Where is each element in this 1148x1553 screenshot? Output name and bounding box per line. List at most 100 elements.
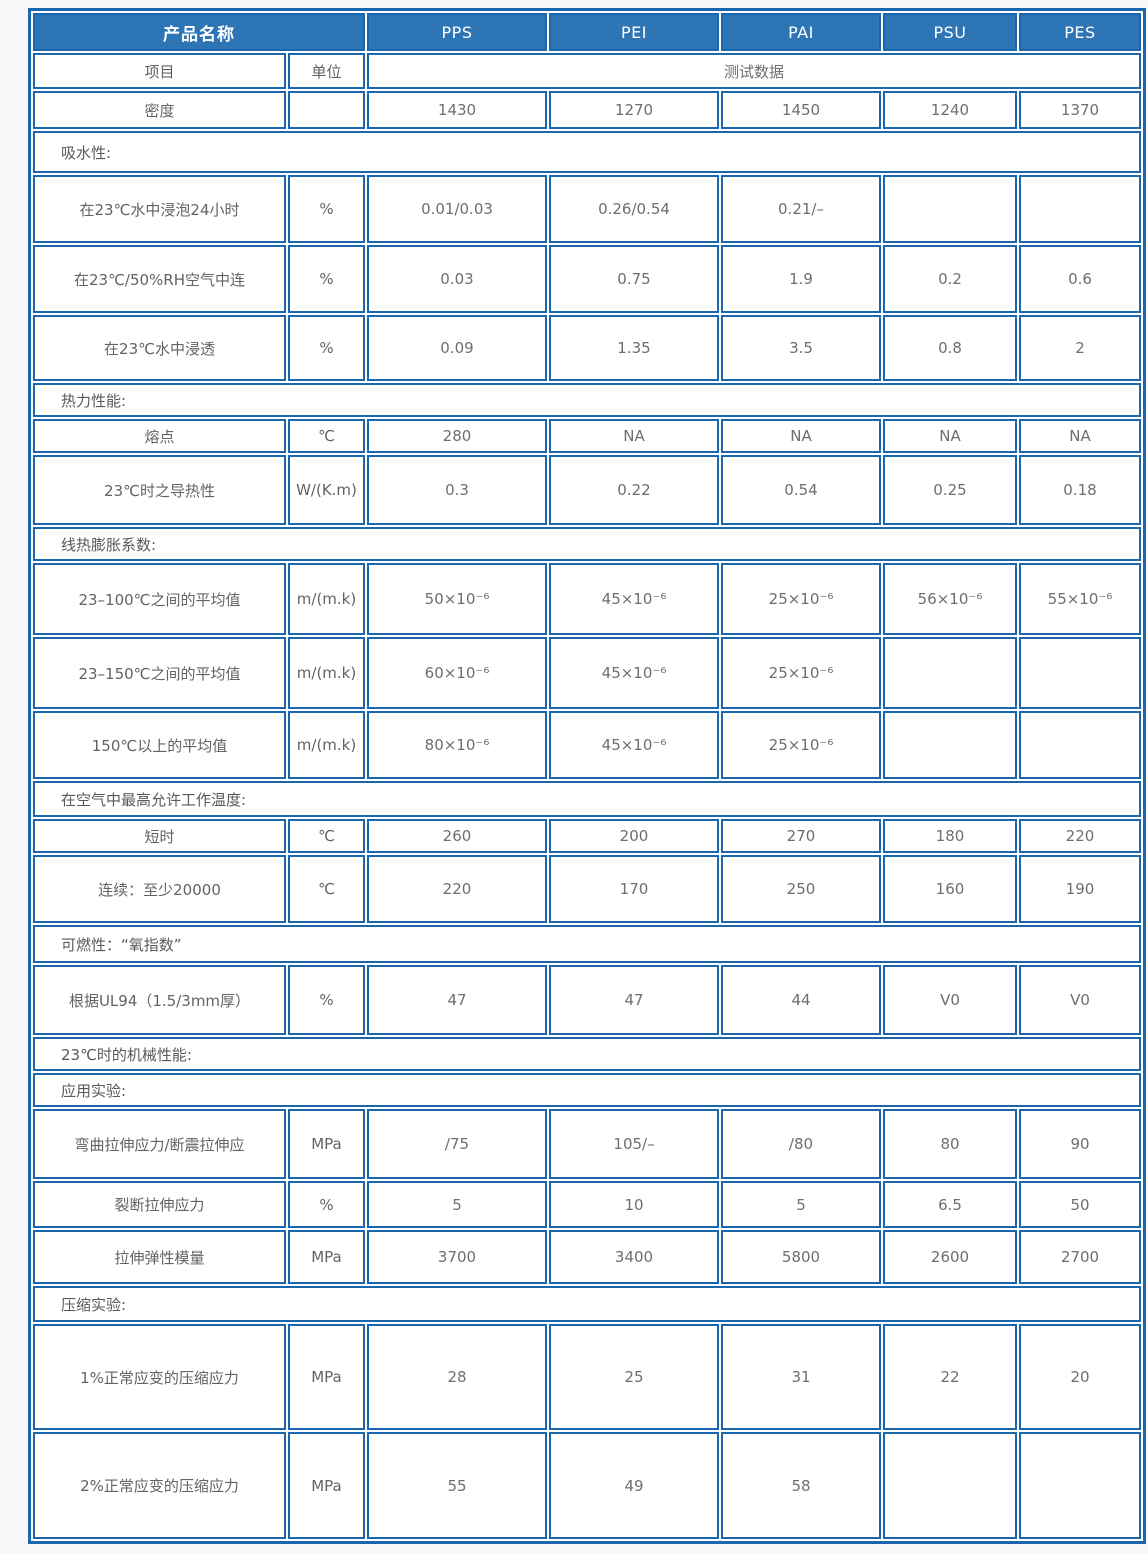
table-row: 项目 单位 测试数据 (33, 53, 1141, 89)
row-label-cell: 密度 (33, 91, 286, 129)
section-row: 应用实验: (33, 1073, 1141, 1107)
row-label-cell: 在23℃水中浸泡24小时 (33, 175, 286, 243)
value-cell: 50 (1019, 1181, 1141, 1228)
section-label-cell: 线热膨胀系数: (33, 527, 1141, 561)
table-row: 弯曲拉伸应力/断震拉伸应 MPa/75 105/–/80 80 90 (33, 1109, 1141, 1179)
value-cell (1019, 175, 1141, 243)
row-label-cell: 弯曲拉伸应力/断震拉伸应 (33, 1109, 286, 1179)
value-cell: 45×10⁻⁶ (549, 563, 719, 635)
value-cell: 90 (1019, 1109, 1141, 1179)
section-row: 可燃性：“氧指数” (33, 925, 1141, 963)
value-cell: 160 (883, 855, 1017, 923)
item-header-cell: 项目 (33, 53, 286, 89)
row-label-cell: 23–100℃之间的平均值 (33, 563, 286, 635)
table-row: 根据UL94（1.5/3mm厚）% 47 47 44 V0 V0 (33, 965, 1141, 1035)
unit-cell: ℃ (288, 819, 365, 853)
table-row: 熔点 ℃ 280 NA NA NA NA (33, 419, 1141, 453)
table-row: 密度 1430 1270 1450 1240 1370 (33, 91, 1141, 129)
value-cell: NA (721, 419, 881, 453)
product-comparison-table: 产品名称 PPS PEI PAI PSU PES 项目 单位 测试数据 密度 1430 1270 145… (28, 8, 1146, 1544)
unit-cell: MPa (288, 1230, 365, 1284)
section-row: 线热膨胀系数: (33, 527, 1141, 561)
table-row: 在23℃水中浸泡24小时% 0.01/0.03 0.26/0.54 0.21/– (33, 175, 1141, 243)
value-cell: 3.5 (721, 315, 881, 381)
value-cell: 5 (721, 1181, 881, 1228)
unit-cell: % (288, 245, 365, 313)
section-row: 23℃时的机械性能: (33, 1037, 1141, 1071)
row-label-cell: 拉伸弹性模量 (33, 1230, 286, 1284)
row-label-cell: 1%正常应变的压缩应力 (33, 1324, 286, 1430)
value-cell: 1370 (1019, 91, 1141, 129)
value-cell: 0.01/0.03 (367, 175, 547, 243)
value-cell: 0.3 (367, 455, 547, 525)
value-cell: 0.09 (367, 315, 547, 381)
section-label-cell: 热力性能: (33, 383, 1141, 417)
value-cell: V0 (1019, 965, 1141, 1035)
unit-cell: % (288, 315, 365, 381)
value-cell: NA (883, 419, 1017, 453)
value-cell: 31 (721, 1324, 881, 1430)
row-label-cell: 23℃时之导热性 (33, 455, 286, 525)
value-cell: 28 (367, 1324, 547, 1430)
value-cell: 25×10⁻⁶ (721, 711, 881, 779)
value-cell: 47 (549, 965, 719, 1035)
row-label-cell: 在23℃/50%RH空气中连 (33, 245, 286, 313)
unit-cell: % (288, 175, 365, 243)
value-cell: NA (1019, 419, 1141, 453)
value-cell: 2700 (1019, 1230, 1141, 1284)
unit-cell: % (288, 1181, 365, 1228)
row-label-cell: 在23℃水中浸透 (33, 315, 286, 381)
unit-cell: m/(m.k) (288, 711, 365, 779)
value-cell: /75 (367, 1109, 547, 1179)
value-cell: 10 (549, 1181, 719, 1228)
value-cell (883, 1432, 1017, 1539)
value-cell: 0.21/– (721, 175, 881, 243)
unit-cell: ℃ (288, 419, 365, 453)
test-data-header-cell: 测试数据 (367, 53, 1141, 89)
value-cell (1019, 711, 1141, 779)
unit-header-cell: 单位 (288, 53, 365, 89)
product-name-header-cell: 产品名称 (33, 13, 365, 51)
section-row: 热力性能: (33, 383, 1141, 417)
value-cell: 200 (549, 819, 719, 853)
value-cell: 1.35 (549, 315, 719, 381)
table-row: 2%正常应变的压缩应力 MPa 55 49 58 (33, 1432, 1141, 1539)
value-cell: 50×10⁻⁶ (367, 563, 547, 635)
value-cell: 49 (549, 1432, 719, 1539)
value-cell: 25×10⁻⁶ (721, 637, 881, 709)
value-cell: 80 (883, 1109, 1017, 1179)
unit-cell: % (288, 965, 365, 1035)
value-cell: 1240 (883, 91, 1017, 129)
unit-cell: ℃ (288, 855, 365, 923)
table-row: 在23℃水中浸透% 0.09 1.35 3.5 0.8 2 (33, 315, 1141, 381)
section-row: 在空气中最高允许工作温度: (33, 781, 1141, 817)
value-cell: 1.9 (721, 245, 881, 313)
section-label-cell: 应用实验: (33, 1073, 1141, 1107)
value-cell: 280 (367, 419, 547, 453)
value-cell: 1450 (721, 91, 881, 129)
table-row: 在23℃/50%RH空气中连% 0.03 0.75 1.9 0.2 0.6 (33, 245, 1141, 313)
value-cell: 1270 (549, 91, 719, 129)
value-cell: 0.2 (883, 245, 1017, 313)
value-cell (883, 175, 1017, 243)
row-label-cell: 23–150℃之间的平均值 (33, 637, 286, 709)
product-column-header: PSU (883, 13, 1017, 51)
table-row: 产品名称 PPS PEI PAI PSU PES (33, 13, 1141, 51)
value-cell: 5800 (721, 1230, 881, 1284)
value-cell: 22 (883, 1324, 1017, 1430)
table-row: 23–150℃之间的平均值 m/(m.k) 60×10⁻⁶ 45×10⁻⁶ 25×10⁻… (33, 637, 1141, 709)
row-label-cell: 熔点 (33, 419, 286, 453)
unit-cell: MPa (288, 1432, 365, 1539)
table-body: 产品名称 PPS PEI PAI PSU PES 项目 单位 测试数据 密度 1430 1270 145… (33, 13, 1141, 1539)
value-cell: 44 (721, 965, 881, 1035)
table-row: 1%正常应变的压缩应力 MPa 28 25 31 22 20 (33, 1324, 1141, 1430)
value-cell: 56×10⁻⁶ (883, 563, 1017, 635)
value-cell: 3700 (367, 1230, 547, 1284)
value-cell: 105/– (549, 1109, 719, 1179)
section-row: 吸水性: (33, 131, 1141, 173)
value-cell: 0.03 (367, 245, 547, 313)
value-cell: 25×10⁻⁶ (721, 563, 881, 635)
value-cell: 250 (721, 855, 881, 923)
value-cell: 170 (549, 855, 719, 923)
value-cell: 47 (367, 965, 547, 1035)
